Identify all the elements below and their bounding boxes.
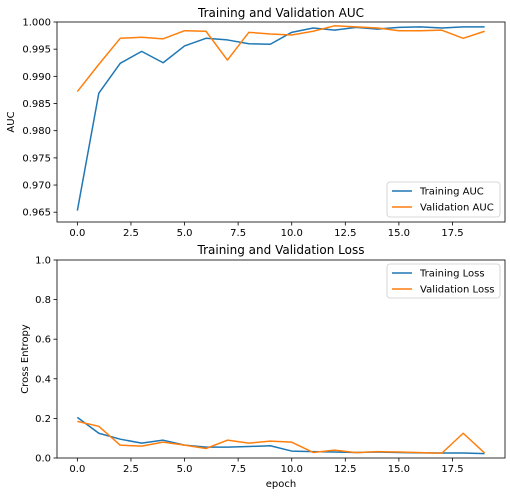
auc-x-tick-label: 12.5 [334,228,356,239]
loss-x-tick-label: 17.5 [441,464,463,475]
auc-legend-box [386,181,501,218]
loss-x-tick-label: 5.0 [177,464,193,475]
auc-legend-label-validation: Validation AUC [420,203,494,214]
auc-legend: Training AUC Validation AUC [386,181,501,218]
loss-chart: Training and Validation Loss Cross Entro… [20,243,506,490]
auc-x-tick-label: 2.5 [123,228,139,239]
loss-y-tick-label: 0.4 [35,374,51,385]
auc-chart-title: Training and Validation AUC [197,6,364,20]
auc-x-tick-label: 0.0 [69,228,85,239]
loss-y-axis-label: Cross Entropy [20,324,31,394]
auc-y-tick-label: 0.990 [22,72,51,83]
loss-x-tick-label: 0.0 [69,464,85,475]
loss-y-tick-label: 0.8 [35,295,51,306]
loss-plot-frame [56,259,506,459]
auc-y-tick-label: 1.000 [22,18,51,29]
auc-legend-label-training: Training AUC [419,187,484,198]
loss-legend-box [386,263,501,299]
loss-ticks: 0.0 2.5 5.0 7.5 10.0 12.5 15.0 17.5 0.0 0.2 0.4 0.6… [35,256,464,476]
auc-chart: Training and Validation AUC AUC 0.0 2.5 5.… [6,6,506,240]
auc-ticks: 0.0 2.5 5.0 7.5 10.0 12.5 15.0 17.5 0.965 0.970 0.… [22,18,463,240]
loss-x-tick-label: 15.0 [388,464,410,475]
loss-lines [76,416,486,455]
auc-y-tick-label: 0.980 [22,126,51,137]
validation-loss-line [77,420,486,454]
loss-legend-label-training: Training Loss [419,269,485,280]
auc-y-tick-label: 0.975 [22,153,51,164]
auc-x-tick-label: 10.0 [281,228,303,239]
auc-y-tick-label: 0.970 [22,181,51,192]
auc-y-tick-label: 0.985 [22,99,51,110]
auc-plot-frame [56,21,506,223]
loss-x-tick-label: 2.5 [123,464,139,475]
loss-legend-label-validation: Validation Loss [420,285,495,296]
auc-y-tick-label: 0.965 [22,208,51,219]
loss-x-tick-label: 7.5 [230,464,246,475]
auc-x-tick-label: 15.0 [388,228,410,239]
loss-y-tick-label: 0.0 [35,454,51,465]
loss-chart-title: Training and Validation Loss [197,243,365,257]
auc-lines [76,25,485,211]
auc-y-tick-label: 0.995 [22,45,51,56]
loss-x-tick-label: 12.5 [334,464,356,475]
training-auc-line [76,26,485,211]
loss-y-tick-label: 0.2 [35,414,51,425]
loss-y-tick-label: 1.0 [35,256,51,267]
loss-x-axis-label: epoch [266,479,296,490]
auc-x-tick-label: 5.0 [177,228,193,239]
loss-y-tick-label: 0.6 [35,335,51,346]
auc-y-axis-label: AUC [6,111,17,132]
auc-x-tick-label: 17.5 [441,228,463,239]
loss-legend: Training Loss Validation Loss [386,263,501,299]
validation-auc-line [76,25,485,93]
auc-x-tick-label: 7.5 [230,228,246,239]
loss-x-tick-label: 10.0 [281,464,303,475]
